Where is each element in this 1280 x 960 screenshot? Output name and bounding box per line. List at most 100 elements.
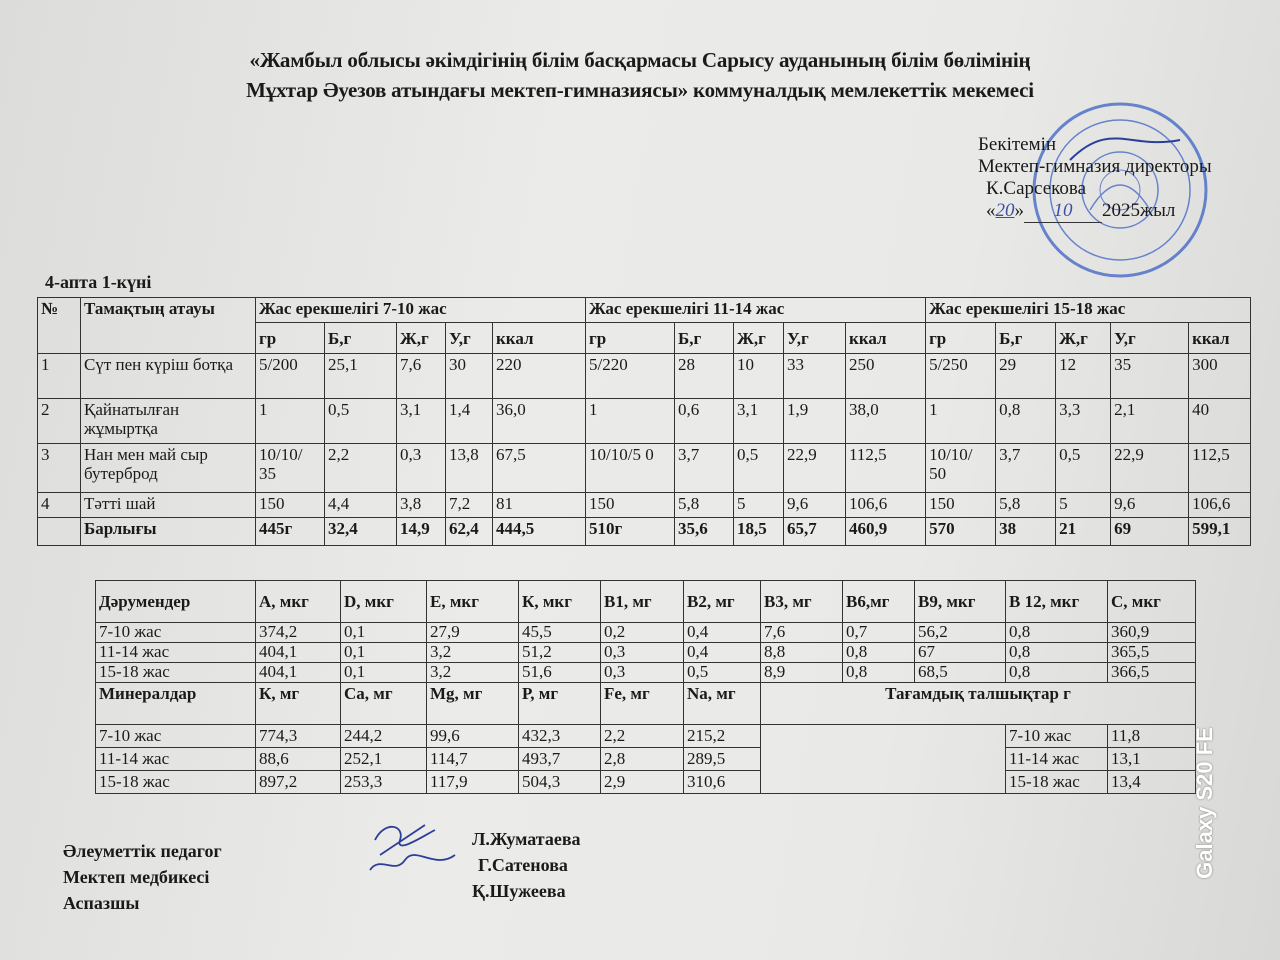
handwritten-signatures: [369, 824, 456, 871]
table-cell: 3,7: [995, 443, 1057, 493]
table-cell: 0,8: [1005, 662, 1108, 683]
table-cell: 300: [1188, 353, 1252, 399]
table-cell: 11-14 жас: [95, 642, 256, 663]
approval-year: 2025жыл: [1102, 200, 1176, 221]
table-cell: 444,5: [491, 517, 587, 546]
column-header: ккал: [845, 322, 927, 354]
column-header: А, мкг: [255, 580, 341, 623]
table-cell: 0,8: [995, 398, 1057, 444]
column-header: В9, мкг: [914, 580, 1006, 623]
table-row: 7-10 жас 374,2 0,1 27,9 45,5 0,2 0,4 7,6 0,7 56,2…: [95, 622, 1196, 643]
column-header: Дәрумендер: [95, 580, 256, 623]
fiber-value: 13,4: [1107, 770, 1196, 794]
column-header: Б,г: [674, 322, 735, 354]
minerals-header-row: Минералдар К, мг Са, мг Mg, мг Р, мг Fe, мг Na…: [95, 682, 1196, 725]
table-cell: 30: [445, 353, 493, 399]
header-line-1: «Жамбыл облысы әкімдігінің білім басқарм…: [249, 48, 1031, 72]
table-cell: 493,7: [518, 747, 601, 771]
table-cell: 51,2: [518, 642, 601, 663]
table-cell: 5/250: [925, 353, 997, 399]
table-row: 1 Сүт пен күріш ботқа 5/200 25,1 7,6 30 220 5/2…: [37, 353, 1252, 399]
total-label: Барлығы: [80, 517, 256, 546]
stamp-seal: [1032, 102, 1208, 278]
age-group-header: Жас ерекшелігі 7-10 жас: [254, 297, 587, 323]
table-cell: 2,2: [600, 724, 684, 748]
empty-cell: [760, 724, 1006, 748]
dish-name: Сүт пен күріш ботқа: [80, 353, 256, 399]
table-cell: 0,2: [600, 622, 684, 643]
table-row: 2 Қайнатылған жұмыртқа 1 0,5 3,1 1,4 36,0 1 0,6 3…: [37, 398, 1252, 444]
table-cell: 51,6: [518, 662, 601, 683]
table-cell: 220: [491, 353, 587, 399]
table-cell: 7,6: [396, 353, 446, 399]
table-cell: 40: [1188, 398, 1252, 444]
column-header: гр: [925, 322, 997, 354]
table-row: 15-18 жас 404,1 0,1 3,2 51,6 0,3 0,5 8,9 0,8 68,5…: [95, 662, 1196, 683]
table-cell: 32,4: [324, 517, 397, 546]
table-cell: 404,1: [255, 642, 341, 663]
column-header: Р, мг: [518, 682, 601, 725]
table-row: 4 Тәтті шай 150 4,4 3,8 7,2 81 150 5,8 5 9,6 106,6 1…: [37, 492, 1252, 518]
column-header: D, мкг: [340, 580, 427, 623]
approval-month: 10: [1024, 200, 1102, 223]
column-header: Ж,г: [1055, 322, 1112, 354]
table-cell: 0,4: [683, 642, 761, 663]
table-cell: 14,9: [396, 517, 446, 546]
empty-cell: [760, 747, 1006, 771]
table-cell: 106,6: [845, 492, 927, 518]
table-cell: 215,2: [683, 724, 761, 748]
table-cell: 253,3: [340, 770, 427, 794]
column-header: В 12, мкг: [1005, 580, 1108, 623]
table-cell: 0,8: [842, 662, 915, 683]
table-cell: 12: [1055, 353, 1112, 399]
table-cell: 0,3: [600, 662, 684, 683]
week-day-label: 4-апта 1-күні: [45, 272, 152, 292]
table-cell: 25,1: [324, 353, 397, 399]
table-cell: 35: [1110, 353, 1190, 399]
table-cell: 38,0: [845, 398, 927, 444]
column-header: Б,г: [995, 322, 1057, 354]
column-header: гр: [585, 322, 676, 354]
table-cell: 1,9: [783, 398, 847, 444]
table-cell: 36,0: [491, 398, 587, 444]
vitamins-minerals-table: Дәрумендер А, мкг D, мкг Е, мкг К, мкг В1, мг…: [95, 580, 1196, 794]
table-cell: 1: [37, 353, 81, 399]
table-cell: 68,5: [914, 662, 1006, 683]
table-cell: 432,3: [518, 724, 601, 748]
signature-roles: Әлеуметтік педагог Мектеп медбикесі Аспа…: [63, 838, 222, 916]
table-cell: 289,5: [683, 747, 761, 771]
column-header: С, мкг: [1107, 580, 1196, 623]
table-cell: 3,1: [733, 398, 785, 444]
table-cell: 0,6: [674, 398, 735, 444]
table-cell: 10: [733, 353, 785, 399]
table-cell: 2: [37, 398, 81, 444]
table-cell: 0,8: [1005, 622, 1108, 643]
menu-table: № Тамақтың атауы Жас ерекшелігі 7-10 жас Жа…: [37, 297, 1252, 546]
column-header: Минералдар: [95, 682, 256, 725]
column-header: В1, мг: [600, 580, 684, 623]
table-cell: 360,9: [1107, 622, 1196, 643]
table-cell: 99,6: [426, 724, 519, 748]
table-cell: 310,6: [683, 770, 761, 794]
table-cell: 3,1: [396, 398, 446, 444]
column-header: ккал: [491, 322, 587, 354]
table-cell: 599,1: [1188, 517, 1252, 546]
table-cell: 0,1: [340, 642, 427, 663]
table-cell: 3: [37, 443, 81, 493]
signature-name: Л.Жуматаева: [472, 829, 581, 849]
table-row: 3 Нан мен май сыр бутерброд 10/10/ 35 2,2 0,…: [37, 443, 1252, 493]
table-cell: 0,8: [1005, 642, 1108, 663]
signature-role: Мектеп медбикесі: [63, 867, 210, 887]
empty-cell: [37, 517, 81, 546]
table-cell: 897,2: [255, 770, 341, 794]
table-cell: 56,2: [914, 622, 1006, 643]
table-cell: 2,1: [1110, 398, 1190, 444]
column-header: В3, мг: [760, 580, 843, 623]
table-cell: 0,5: [733, 443, 785, 493]
table-cell: 22,9: [1110, 443, 1190, 493]
table-cell: 15-18 жас: [95, 662, 256, 683]
dish-name: Тәтті шай: [80, 492, 256, 518]
table-cell: 0,5: [324, 398, 397, 444]
table-cell: 5,8: [995, 492, 1057, 518]
signature-name: Г.Сатенова: [478, 855, 568, 875]
